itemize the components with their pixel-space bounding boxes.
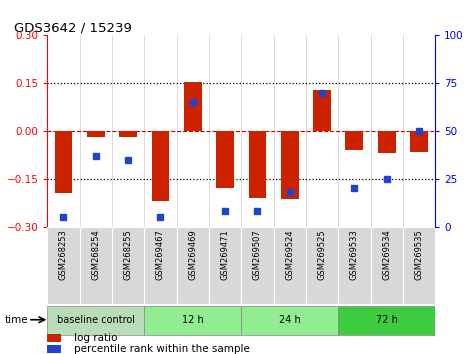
Text: percentile rank within the sample: percentile rank within the sample bbox=[74, 344, 250, 354]
Text: GSM268253: GSM268253 bbox=[59, 229, 68, 280]
Text: GSM269471: GSM269471 bbox=[220, 229, 229, 280]
Bar bbox=[184, 81, 201, 131]
Text: GSM269524: GSM269524 bbox=[285, 229, 294, 280]
Text: time: time bbox=[5, 315, 28, 325]
Text: GSM268255: GSM268255 bbox=[123, 229, 132, 280]
Bar bbox=[47, 227, 79, 304]
Text: GSM268254: GSM268254 bbox=[91, 229, 100, 280]
Bar bbox=[47, 334, 61, 342]
Text: GSM269533: GSM269533 bbox=[350, 229, 359, 280]
Bar bbox=[281, 131, 298, 199]
Bar bbox=[338, 306, 435, 335]
Bar bbox=[47, 345, 61, 353]
Text: 12 h: 12 h bbox=[182, 315, 203, 325]
Bar bbox=[54, 131, 72, 193]
Bar bbox=[79, 227, 112, 304]
Bar bbox=[345, 131, 363, 150]
Bar bbox=[248, 131, 266, 198]
Text: GSM269507: GSM269507 bbox=[253, 229, 262, 280]
Bar bbox=[410, 131, 428, 152]
Bar bbox=[119, 131, 137, 137]
Bar bbox=[144, 227, 176, 304]
Bar bbox=[216, 131, 234, 188]
Bar bbox=[112, 227, 144, 304]
Bar bbox=[151, 131, 169, 201]
Bar bbox=[176, 227, 209, 304]
Text: GSM269525: GSM269525 bbox=[317, 229, 326, 280]
Bar bbox=[306, 227, 338, 304]
Bar bbox=[144, 306, 241, 335]
Text: log ratio: log ratio bbox=[74, 333, 118, 343]
Bar bbox=[241, 306, 338, 335]
Bar bbox=[273, 227, 306, 304]
Bar bbox=[370, 227, 403, 304]
Bar bbox=[47, 306, 144, 335]
Text: GSM269469: GSM269469 bbox=[188, 229, 197, 280]
Bar bbox=[313, 90, 331, 131]
Bar bbox=[338, 227, 370, 304]
Text: 24 h: 24 h bbox=[279, 315, 300, 325]
Text: GDS3642 / 15239: GDS3642 / 15239 bbox=[14, 21, 132, 34]
Text: GSM269467: GSM269467 bbox=[156, 229, 165, 280]
Bar bbox=[378, 131, 395, 153]
Text: baseline control: baseline control bbox=[57, 315, 135, 325]
Text: GSM269534: GSM269534 bbox=[382, 229, 391, 280]
Bar bbox=[87, 131, 105, 137]
Text: GSM269535: GSM269535 bbox=[414, 229, 423, 280]
Bar bbox=[209, 227, 241, 304]
Text: 72 h: 72 h bbox=[376, 315, 398, 325]
Bar bbox=[403, 227, 435, 304]
Bar bbox=[241, 227, 273, 304]
